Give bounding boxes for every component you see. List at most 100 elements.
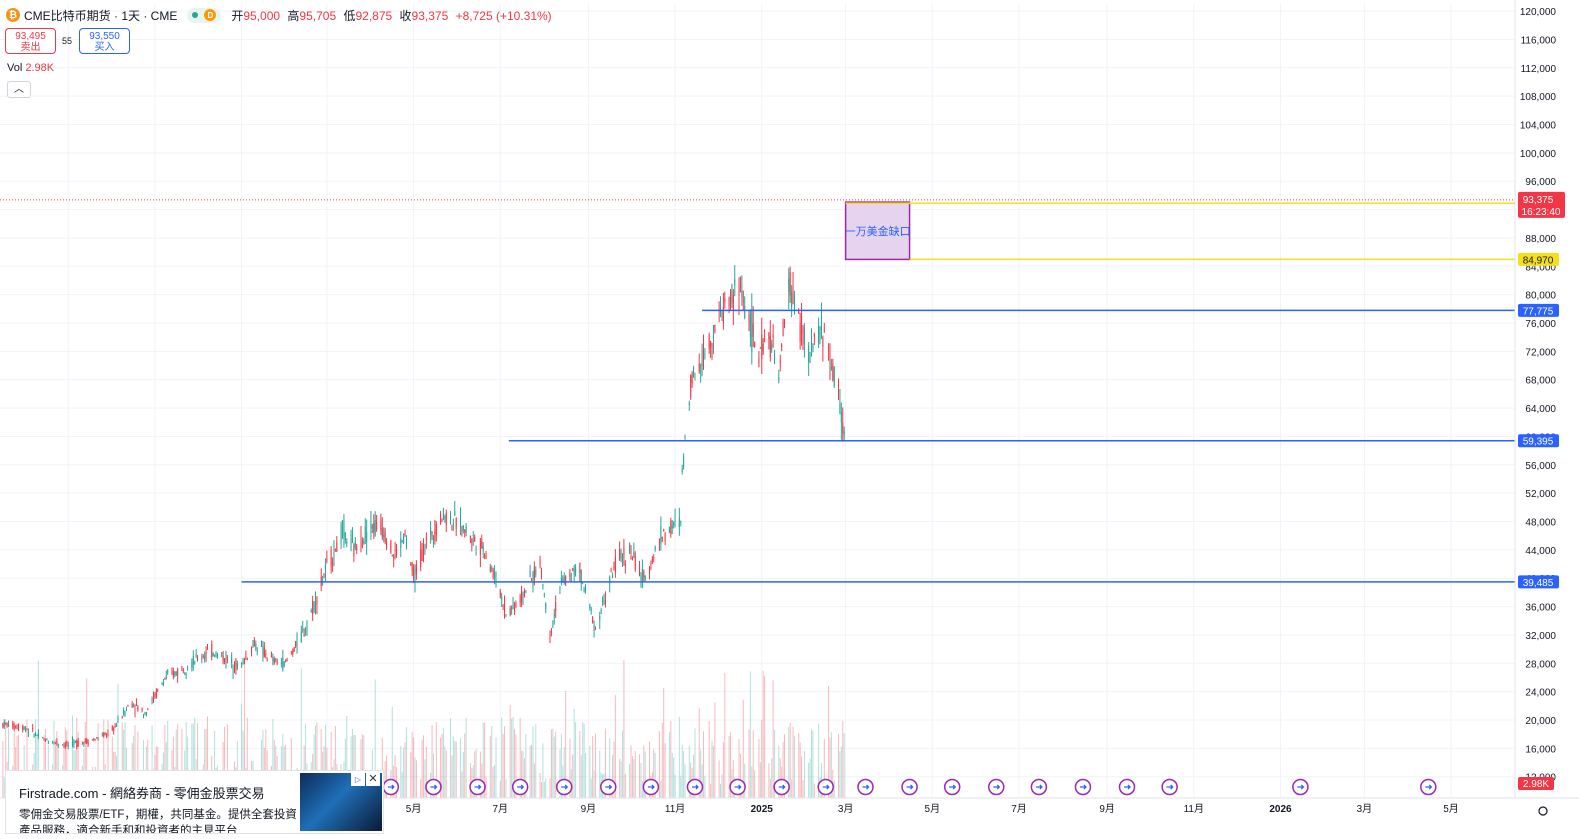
volume-bar bbox=[441, 734, 443, 798]
x-tick-label: 7月 bbox=[1011, 803, 1027, 815]
candle-body bbox=[444, 516, 446, 519]
volume-bar bbox=[452, 736, 454, 798]
candle-body bbox=[479, 538, 481, 556]
candle-body bbox=[246, 658, 248, 660]
candle-body bbox=[16, 726, 18, 729]
volume-bar bbox=[654, 752, 656, 798]
candle-body bbox=[700, 364, 702, 366]
volume-bar bbox=[374, 679, 376, 798]
candle-body bbox=[15, 725, 17, 727]
candle-body bbox=[204, 656, 206, 659]
volume-bar bbox=[394, 755, 396, 798]
volume-bar bbox=[812, 731, 814, 798]
sell-button[interactable]: 93,495 卖出 bbox=[5, 28, 56, 54]
volume-bar bbox=[572, 754, 574, 798]
candle-body bbox=[25, 728, 27, 730]
volume-bar bbox=[830, 732, 832, 798]
symbol-title[interactable]: CME比特币期货 · 1天 · CME bbox=[24, 8, 178, 23]
candle-body bbox=[191, 662, 193, 668]
volume-bar bbox=[648, 741, 650, 798]
volume-bar bbox=[623, 660, 625, 798]
candle-body bbox=[300, 631, 302, 643]
gap-zone-label: 一万美金缺口 bbox=[845, 224, 911, 238]
candle-body bbox=[316, 597, 318, 605]
y-tick-label: 44,000 bbox=[1525, 546, 1556, 557]
volume-bar bbox=[575, 722, 577, 798]
volume-bar bbox=[751, 766, 753, 798]
ohlc-values: 开95,000 高95,705 低92,875 收93,375 +8,725 (… bbox=[231, 7, 555, 24]
candle-body bbox=[265, 653, 267, 656]
x-tick-label: 5月 bbox=[406, 803, 422, 815]
candle-body bbox=[749, 314, 751, 338]
candle-body bbox=[262, 645, 264, 655]
volume-bar bbox=[469, 762, 471, 798]
volume-bar bbox=[334, 726, 336, 798]
candle-body bbox=[424, 549, 426, 552]
candle-body bbox=[822, 337, 824, 347]
volume-bar bbox=[582, 722, 584, 798]
volume-bar bbox=[714, 702, 716, 798]
candle-body bbox=[22, 725, 24, 731]
buy-button[interactable]: 93,550 买入 bbox=[79, 28, 130, 54]
chevron-up-icon[interactable]: ︿ bbox=[7, 81, 31, 98]
ad-banner[interactable]: Firstrade.com - 網絡券商 - 零佣金股票交易 零佣金交易股票/E… bbox=[5, 770, 384, 834]
candle-body bbox=[579, 563, 581, 574]
volume-bar bbox=[758, 738, 760, 798]
candle-body bbox=[305, 629, 307, 632]
event-arrow-icon bbox=[474, 784, 482, 790]
y-tick-label: 20,000 bbox=[1525, 716, 1556, 727]
close-icon[interactable]: ✕ bbox=[366, 773, 380, 786]
candle-body bbox=[641, 569, 643, 582]
y-tick-label: 52,000 bbox=[1525, 489, 1556, 500]
candle-body bbox=[302, 629, 304, 631]
volume-bar bbox=[549, 778, 551, 798]
candle-body bbox=[174, 671, 176, 675]
volume-bar bbox=[604, 728, 606, 798]
volume-bar bbox=[700, 749, 702, 798]
volume-bar bbox=[440, 737, 442, 798]
volume-bar bbox=[612, 754, 614, 798]
candle-body bbox=[37, 732, 39, 737]
event-arrow-icon bbox=[430, 784, 438, 790]
spread-value: 55 bbox=[62, 36, 73, 46]
candle-body bbox=[499, 590, 501, 598]
candle-body bbox=[533, 566, 535, 580]
volume-bar bbox=[769, 778, 771, 798]
volume-bar bbox=[721, 774, 723, 798]
candle-body bbox=[233, 667, 235, 672]
y-tick-label: 72,000 bbox=[1525, 347, 1556, 358]
volume-bar bbox=[197, 723, 199, 798]
candle-body bbox=[155, 690, 157, 697]
candle-body bbox=[361, 545, 363, 547]
candle-body bbox=[113, 727, 115, 732]
symbol-legend: ₿ CME比特币期货 · 1天 · CME D 开95,000 高95,705 … bbox=[6, 6, 556, 24]
candle-body bbox=[171, 671, 173, 674]
market-status-badge[interactable]: D bbox=[187, 7, 222, 23]
volume-bar bbox=[474, 751, 476, 798]
candle-body bbox=[738, 287, 740, 296]
volume-bar bbox=[224, 726, 226, 798]
volume-bar bbox=[464, 733, 466, 798]
volume-bar bbox=[793, 735, 795, 798]
volume-bar bbox=[282, 733, 284, 798]
candle-body bbox=[26, 729, 28, 731]
candle-body bbox=[435, 524, 437, 535]
ad-title[interactable]: Firstrade.com - 網絡券商 - 零佣金股票交易 bbox=[19, 786, 265, 801]
volume-bar bbox=[315, 725, 317, 798]
candle-body bbox=[589, 605, 591, 608]
candle-body bbox=[405, 539, 407, 547]
candle-body bbox=[575, 567, 577, 575]
line-price-label: 59,395 bbox=[1523, 437, 1554, 448]
volume-legend[interactable]: Vol 2.98K bbox=[7, 62, 54, 74]
volume-bar bbox=[673, 757, 675, 798]
candle-body bbox=[103, 732, 105, 737]
ad-info-icon[interactable]: ▷ bbox=[351, 773, 365, 786]
candle-body bbox=[66, 741, 68, 744]
candle-body bbox=[764, 329, 766, 331]
settings-gear-icon bbox=[1538, 806, 1548, 816]
y-tick-label: 80,000 bbox=[1525, 291, 1556, 302]
candle-body bbox=[124, 711, 126, 715]
gap-zone-box bbox=[844, 201, 911, 261]
